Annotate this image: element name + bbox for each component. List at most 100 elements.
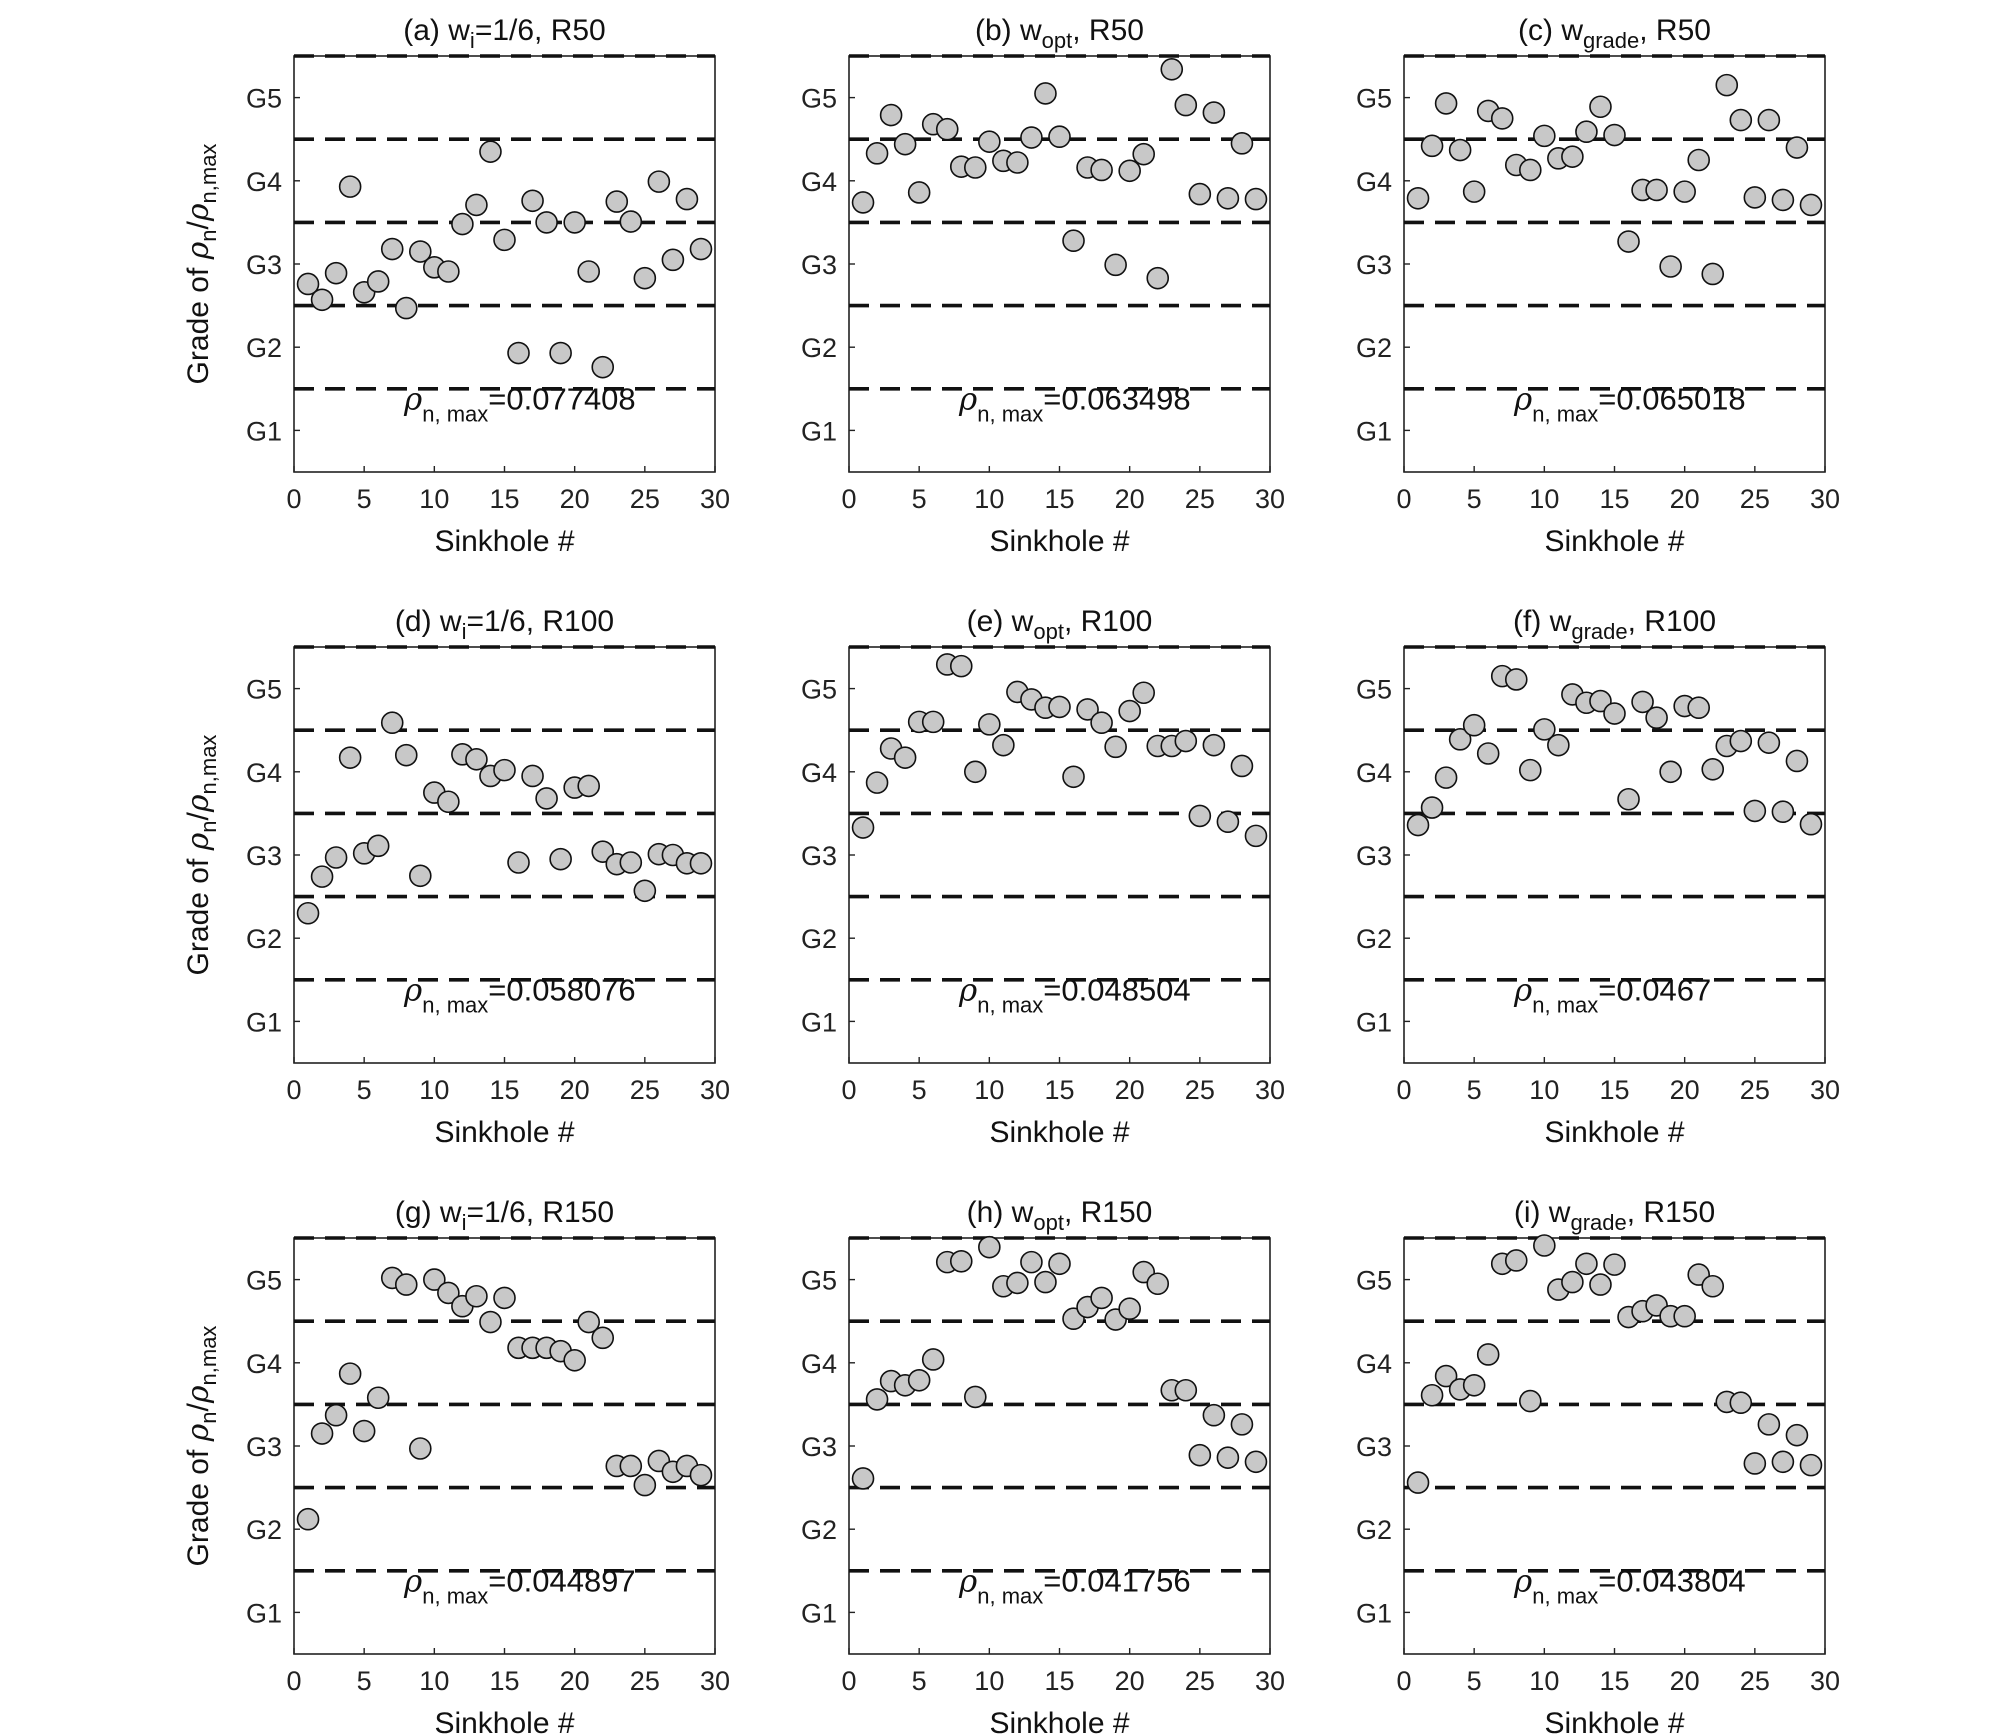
x-tick-label: 25 [1740, 1666, 1770, 1696]
data-point [1603, 702, 1626, 725]
x-tick-label: 30 [1810, 1666, 1840, 1696]
x-tick-label: 0 [286, 1666, 301, 1696]
x-axis-label: Sinkhole # [434, 1707, 574, 1736]
data-point [1771, 188, 1795, 212]
data-point [1034, 1270, 1057, 1294]
x-tick-label: 25 [1740, 1075, 1770, 1105]
data-point [521, 764, 544, 788]
plot-frame [293, 55, 716, 473]
x-tick-label: 20 [560, 484, 590, 514]
y-tick-label: G5 [801, 675, 837, 705]
x-tick-label: 20 [560, 1075, 590, 1105]
data-point [907, 181, 931, 204]
data-point [949, 654, 973, 678]
data-point [689, 852, 713, 875]
x-tick-label: 5 [1467, 484, 1482, 514]
rho-max-annotation: ρn, max=0.065018 [1513, 381, 1746, 426]
y-tick-label: G3 [801, 841, 837, 871]
data-point [1673, 180, 1696, 203]
y-tick-label: G2 [1356, 1515, 1392, 1545]
y-tick-label: G5 [801, 84, 837, 114]
data-point [577, 260, 601, 283]
y-tick-label: G2 [246, 924, 282, 954]
x-axis-label: Sinkhole # [1544, 525, 1684, 558]
data-point [1504, 668, 1528, 691]
subplot-f: 0 5 10 15 20 25 30 G1 G2 G3 G4 G5 (f) wgrade, R100 Si… [1356, 605, 1840, 1149]
data-point [437, 790, 460, 814]
x-tick-label: 25 [1185, 1666, 1215, 1696]
data-point [296, 901, 320, 925]
data-point [949, 1249, 973, 1273]
data-point [689, 1463, 713, 1487]
y-tick-label: G5 [1356, 675, 1392, 705]
data-point [563, 211, 586, 234]
data-point [1743, 1452, 1767, 1475]
data-point [507, 851, 530, 874]
data-point [1006, 151, 1029, 174]
subplot-title: (e) wopt, R100 [967, 605, 1153, 644]
x-tick-label: 5 [357, 1075, 372, 1105]
data-point [296, 272, 320, 296]
data-point [1519, 758, 1542, 782]
data-point [1589, 1273, 1612, 1296]
x-tick-label: 15 [1044, 1075, 1074, 1105]
data-point [1519, 158, 1542, 182]
data-point [1631, 690, 1654, 714]
data-point [1519, 1389, 1542, 1413]
x-tick-label: 10 [1529, 1075, 1559, 1105]
y-tick-label: G1 [801, 1598, 837, 1628]
plot-frame [848, 55, 1271, 473]
data-point [1701, 758, 1725, 781]
x-tick-label: 5 [357, 484, 372, 514]
y-tick-label: G4 [801, 167, 837, 197]
data-point [394, 743, 418, 767]
x-tick-label: 15 [489, 1666, 519, 1696]
subplot-title: (f) wgrade, R100 [1513, 605, 1716, 644]
x-tick-label: 15 [1044, 1666, 1074, 1696]
x-tick-label: 30 [700, 1075, 730, 1105]
data-point [619, 1454, 643, 1478]
y-tick-label: G1 [1356, 1598, 1392, 1628]
data-point [865, 771, 889, 794]
data-point [879, 103, 903, 127]
data-point [1533, 124, 1556, 148]
data-point [423, 1268, 446, 1291]
data-point [577, 774, 601, 798]
x-tick-label: 0 [286, 484, 301, 514]
y-tick-label: G4 [1356, 758, 1392, 788]
data-point [963, 1385, 987, 1409]
data-point [465, 193, 488, 217]
data-point [1146, 1272, 1170, 1296]
x-tick-label: 10 [974, 1666, 1004, 1696]
data-point [1757, 108, 1781, 132]
data-point [1659, 760, 1682, 784]
data-point [1729, 729, 1753, 753]
x-tick-label: 0 [1396, 484, 1411, 514]
data-point [978, 1235, 1001, 1259]
data-point [1771, 800, 1795, 824]
data-point [1462, 1373, 1486, 1397]
rho-max-annotation: ρn, max=0.077408 [403, 381, 636, 426]
x-tick-label: 30 [700, 484, 730, 514]
x-tick-label: 0 [841, 1666, 856, 1696]
data-point [493, 1286, 516, 1310]
data-point [324, 1403, 348, 1427]
y-tick-label: G3 [246, 1432, 282, 1462]
data-point [963, 760, 987, 784]
data-point [310, 288, 334, 312]
data-point [549, 847, 572, 871]
data-point [851, 191, 875, 214]
x-tick-label: 10 [974, 1075, 1004, 1105]
data-point [1132, 681, 1155, 705]
data-point [1174, 1378, 1198, 1402]
x-tick-label: 0 [1396, 1666, 1411, 1696]
data-point [865, 142, 889, 165]
x-tick-label: 30 [1255, 1075, 1285, 1105]
data-point [1406, 186, 1430, 210]
y-tick-label: G1 [246, 1007, 282, 1037]
data-point [380, 237, 404, 261]
subplot-title: (h) wopt, R150 [967, 1196, 1153, 1235]
data-point [493, 228, 516, 252]
data-point [338, 1362, 362, 1385]
data-point [1645, 706, 1668, 730]
